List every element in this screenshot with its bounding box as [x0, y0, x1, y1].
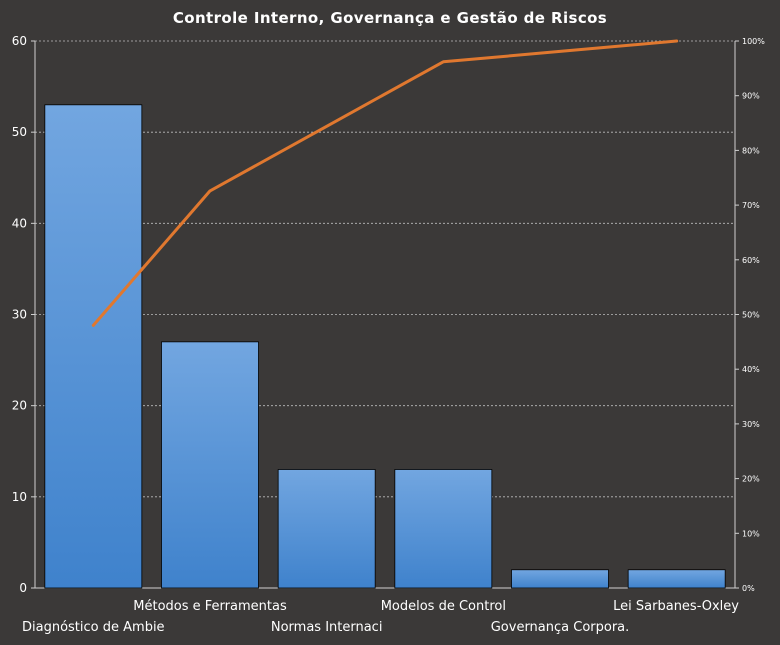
y2-tick-label: 100%	[742, 37, 765, 46]
bar-5	[511, 569, 609, 589]
gridlines	[35, 40, 735, 498]
y-tick-label: 60	[12, 34, 27, 48]
x-category-label: Governança Corpora.	[491, 620, 630, 635]
x-category-label: Lei Sarbanes-Oxley	[613, 599, 739, 614]
y-tick-label: 20	[12, 399, 27, 413]
y2-tick-labels: 0% 10% 20% 30% 40% 50% 60% 70% 80% 90% 100%	[742, 37, 765, 593]
y-tick-label: 40	[12, 216, 27, 230]
x-category-label: Métodos e Ferramentas	[133, 599, 287, 614]
x-category-label: Normas Internaci	[271, 620, 383, 635]
y2-tick-label: 30%	[742, 420, 760, 429]
y2-tick-label: 90%	[742, 92, 760, 101]
y-tick-label: 0	[19, 581, 27, 595]
cumulative-line	[91, 39, 679, 327]
y-tick-label: 50	[12, 125, 27, 139]
y2-tick-label: 20%	[742, 475, 760, 484]
bar-2	[161, 341, 259, 589]
y2-tick-label: 70%	[742, 201, 760, 210]
y2-tick-label: 80%	[742, 146, 760, 155]
y-tick-label: 10	[12, 490, 27, 504]
bars	[44, 104, 726, 589]
y2-tick-label: 50%	[742, 311, 760, 320]
bar-3	[277, 469, 376, 589]
axes	[31, 40, 739, 589]
y2-tick-label: 60%	[742, 256, 760, 265]
cumulative-percentage-line	[91, 39, 679, 327]
y-tick-label: 30	[12, 308, 27, 322]
x-category-labels: Diagnóstico de Ambie Métodos e Ferramenta…	[22, 599, 739, 635]
x-category-label: Diagnóstico de Ambie	[22, 620, 165, 635]
x-category-label: Modelos de Control	[381, 599, 506, 614]
bar-6	[627, 569, 726, 589]
bar-1	[44, 104, 143, 589]
y2-tick-label: 10%	[742, 529, 760, 538]
bar-4	[394, 469, 493, 589]
y2-tick-label: 0%	[742, 584, 755, 593]
y2-tick-label: 40%	[742, 365, 760, 374]
y-tick-labels: 0 10 20 30 40 50 60	[12, 34, 27, 595]
chart-title: Controle Interno, Governança e Gestão de…	[173, 9, 607, 27]
